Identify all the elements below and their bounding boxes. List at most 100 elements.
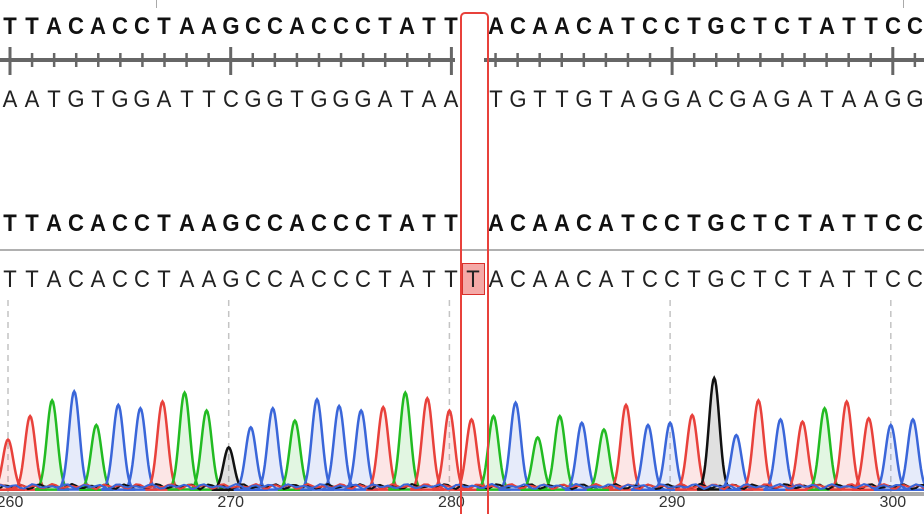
base-C: C	[68, 210, 85, 237]
base-G: G	[773, 86, 792, 113]
base-T: T	[3, 210, 17, 237]
base-T: T	[3, 266, 17, 293]
base-C: C	[575, 266, 592, 293]
base-C: C	[112, 266, 129, 293]
base-C: C	[266, 13, 283, 40]
base-A: A	[598, 266, 614, 293]
baseline-noise	[0, 482, 924, 491]
base-G: G	[133, 86, 151, 113]
base-A: A	[487, 13, 504, 40]
base-G: G	[244, 86, 262, 113]
base-T: T	[422, 210, 437, 237]
base-T: T	[621, 266, 635, 293]
base-C: C	[310, 210, 327, 237]
track-separator	[0, 249, 924, 251]
base-T: T	[91, 86, 106, 113]
base-A: A	[377, 86, 393, 113]
base-G: G	[310, 86, 328, 113]
position-ruler	[0, 47, 924, 75]
base-C: C	[642, 266, 658, 293]
variant-base-highlight[interactable]	[462, 263, 485, 295]
base-A: A	[90, 13, 107, 40]
peak-T	[740, 398, 776, 491]
base-A: A	[597, 13, 614, 40]
base-T: T	[157, 13, 172, 40]
base-A: A	[753, 86, 768, 113]
base-G: G	[707, 266, 725, 293]
base-A: A	[157, 86, 172, 113]
base-A: A	[289, 266, 305, 293]
base-T: T	[687, 266, 701, 293]
base-A: A	[178, 13, 195, 40]
axis-tick-label: 280	[438, 494, 465, 511]
base-C: C	[509, 13, 526, 40]
peak-A	[476, 414, 511, 491]
peak-C	[763, 417, 798, 491]
base-A: A	[488, 266, 503, 293]
base-G: G	[354, 86, 372, 113]
base-C: C	[575, 210, 592, 237]
base-C: C	[509, 210, 526, 237]
base-A: A	[46, 210, 63, 237]
base-C: C	[774, 266, 791, 293]
base-T: T	[400, 86, 414, 113]
peak-T	[829, 399, 865, 491]
base-T: T	[157, 266, 172, 293]
base-G: G	[663, 86, 681, 113]
base-C: C	[134, 210, 151, 237]
base-A: A	[421, 86, 437, 113]
axis-tick-label: 300	[879, 494, 907, 511]
base-A: A	[554, 266, 570, 293]
base-T: T	[47, 86, 61, 113]
base-A: A	[179, 266, 194, 293]
base-A: A	[24, 86, 40, 113]
base-C: C	[134, 13, 151, 40]
axis-tick-label: 260	[0, 494, 24, 511]
base-T: T	[444, 13, 459, 40]
base-G: G	[222, 266, 240, 293]
base-C: C	[333, 13, 350, 40]
base-A: A	[818, 210, 835, 237]
base-A: A	[46, 266, 62, 293]
base-G: G	[332, 86, 350, 113]
base-T: T	[841, 210, 856, 237]
base-A: A	[841, 86, 857, 113]
base-A: A	[819, 266, 834, 293]
base-T: T	[444, 266, 459, 293]
base-A: A	[686, 86, 702, 113]
peak-T	[0, 437, 26, 492]
base-G: G	[729, 86, 747, 113]
base-C: C	[244, 266, 261, 293]
base-C: C	[575, 13, 592, 40]
base-T: T	[444, 210, 459, 237]
base-C: C	[134, 266, 151, 293]
base-T: T	[797, 210, 812, 237]
base-C: C	[355, 13, 372, 40]
base-A: A	[531, 13, 548, 40]
base-C: C	[112, 210, 129, 237]
base-C: C	[244, 13, 261, 40]
base-A: A	[200, 210, 217, 237]
base-C: C	[774, 210, 791, 237]
base-A: A	[863, 86, 879, 113]
base-C: C	[884, 210, 901, 237]
base-T: T	[841, 13, 856, 40]
base-A: A	[288, 210, 305, 237]
base-C: C	[642, 210, 658, 237]
base-T: T	[753, 13, 768, 40]
peak-T	[608, 402, 644, 491]
base-C: C	[112, 13, 129, 40]
base-T: T	[687, 210, 701, 237]
base-C: C	[730, 13, 747, 40]
peak-T	[145, 399, 180, 491]
base-T: T	[797, 13, 812, 40]
base-T: T	[488, 86, 503, 113]
base-T: T	[3, 13, 17, 40]
base-G: G	[641, 86, 659, 113]
base-C: C	[310, 266, 327, 293]
base-T: T	[532, 86, 547, 113]
peak-C	[895, 417, 924, 491]
